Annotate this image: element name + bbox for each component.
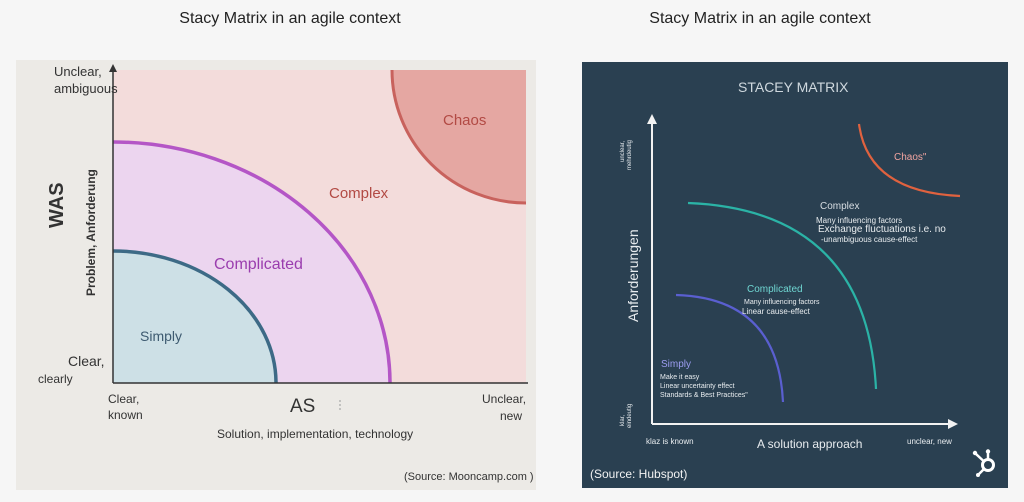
r-chaos-arc xyxy=(857,123,961,198)
r-simply-arc xyxy=(675,293,785,403)
r-y-bottom-label-2: eindeutig xyxy=(627,403,633,428)
r-zone-complex: Complex xyxy=(820,201,860,212)
r-y-axis-label: Anforderungen xyxy=(625,229,641,322)
r-complex-desc-1: Many influencing factors xyxy=(816,216,903,225)
hubspot-logo-icon xyxy=(972,449,995,477)
left-matrix-diagram xyxy=(109,64,528,412)
right-panel-title: Stacy Matrix in an agile context xyxy=(649,10,871,27)
x-right-label-2: new xyxy=(500,409,523,423)
chaos-arc xyxy=(390,69,527,205)
r-zone-simply: Simply xyxy=(661,359,692,370)
r-x-right-label: unclear, new xyxy=(907,437,952,446)
y-bottom-label-1: Clear, xyxy=(68,353,105,369)
x-left-label-2: known xyxy=(108,408,143,422)
r-y-axis-arrow xyxy=(647,114,657,124)
right-stacey-matrix: STACEY MATRIX unclear, mehrdeutig Anford… xyxy=(582,62,1008,488)
left-source: (Source: Mooncamp.com ) xyxy=(404,471,534,483)
simply-zone xyxy=(113,251,276,383)
zone-label-simply: Simply xyxy=(140,328,183,344)
r-heading: STACEY MATRIX xyxy=(738,79,849,95)
y-axis-arrow xyxy=(109,64,117,72)
r-complex-desc-2: Exchange fluctuations i.e. no xyxy=(818,224,946,235)
zone-label-chaos: Chaos xyxy=(443,112,487,129)
complicated-arc xyxy=(112,140,392,384)
r-zone-complicated: Complicated xyxy=(747,284,803,295)
r-complex-arc xyxy=(687,201,878,390)
simply-arc xyxy=(112,249,278,384)
r-simply-desc-2: Linear uncertainty effect xyxy=(660,383,735,390)
r-y-top-label-2: mehrdeutig xyxy=(627,139,633,170)
r-x-axis-arrow xyxy=(948,419,958,429)
y-axis-big-label: WAS xyxy=(46,182,68,228)
y-bottom-label-2: clearly xyxy=(38,372,73,386)
right-matrix-diagram xyxy=(647,114,961,429)
r-zone-chaos: Chaos" xyxy=(894,152,927,163)
y-axis-small-label: Problem, Anforderung xyxy=(84,169,98,296)
left-stacey-matrix: Unclear, ambiguous WAS Problem, Anforder… xyxy=(16,60,536,490)
r-complicated-desc-2: Linear cause-effect xyxy=(742,307,810,316)
r-x-left-label: klaz is known xyxy=(646,437,694,446)
zone-label-complicated: Complicated xyxy=(214,256,303,273)
r-y-bottom-label-1: klar, xyxy=(620,414,626,426)
x-axis-big-label: AS xyxy=(290,396,316,417)
x-left-label-1: Clear, xyxy=(108,392,140,406)
x-axis-small-label: Solution, implementation, technology xyxy=(217,427,414,441)
r-complicated-desc-1: Many influencing factors xyxy=(744,299,820,306)
r-source: (Source: Hubspot) xyxy=(590,467,688,481)
chaos-zone xyxy=(392,70,526,203)
x-right-label-1: Unclear, xyxy=(482,392,527,406)
r-x-axis-label: A solution approach xyxy=(757,437,863,451)
r-simply-desc-1: Make it easy xyxy=(660,374,700,381)
zone-label-complex: Complex xyxy=(329,185,389,202)
y-top-label-2: ambiguous xyxy=(54,81,118,96)
left-panel-title: Stacy Matrix in an agile context xyxy=(179,10,401,27)
r-y-top-label-1: unclear, xyxy=(620,140,626,162)
r-complex-desc-3: -unambiguous cause-effect xyxy=(821,235,918,244)
r-simply-desc-3: Standards & Best Practices" xyxy=(660,392,748,399)
y-top-label-1: Unclear, xyxy=(54,64,102,79)
